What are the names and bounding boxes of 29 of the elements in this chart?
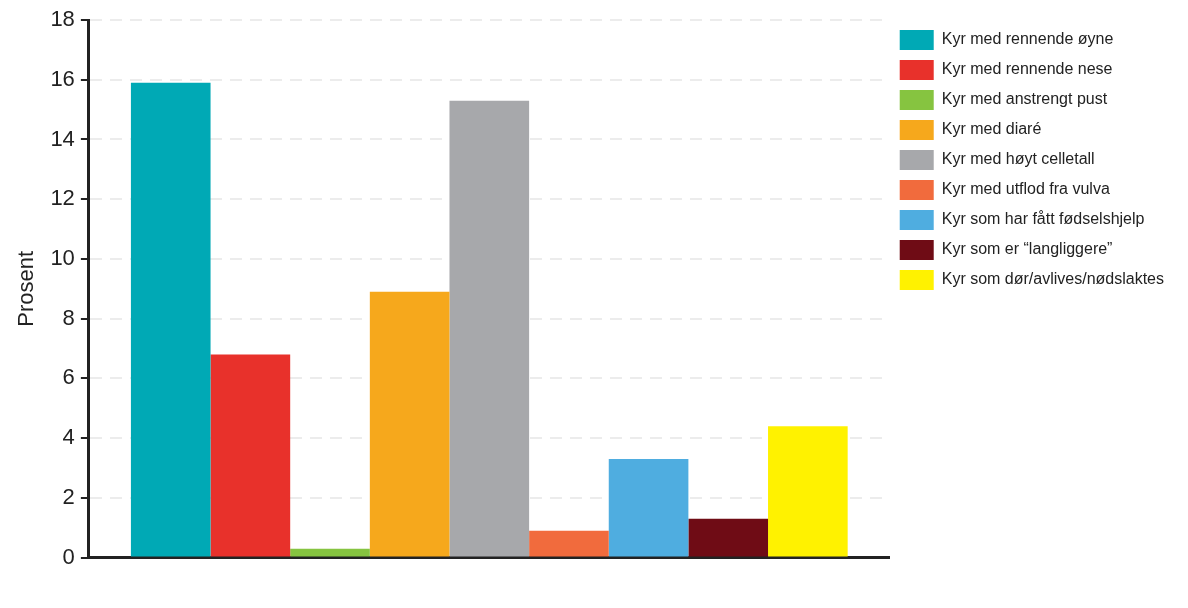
legend-label: Kyr med rennende øyne (941, 30, 1114, 48)
y-tick-label: 4 (62, 424, 75, 450)
y-tick-label: 12 (50, 185, 75, 211)
y-tick-label: 8 (62, 304, 75, 330)
y-tick-label: 16 (50, 65, 75, 91)
y-tick-label: 0 (62, 543, 75, 569)
y-tick-label: 14 (50, 125, 75, 151)
bar (210, 354, 291, 557)
bar (290, 548, 370, 557)
legend-label: Kyr som har fått fødselshjelp (941, 210, 1145, 228)
y-axis-title: Prosent (13, 250, 39, 327)
legend-label: Kyr med rennende nese (941, 60, 1113, 78)
bar (529, 530, 609, 557)
bar (369, 291, 450, 557)
y-tick-label: 10 (50, 245, 75, 270)
legend-label: Kyr med høyt celletall (941, 150, 1095, 168)
legend-label: Kyr med anstrengt pust (941, 90, 1108, 108)
bar (608, 459, 689, 557)
bar (130, 82, 211, 557)
legend-label: Kyr som er “langliggere” (941, 240, 1113, 258)
bar (688, 518, 769, 557)
y-tick-label: 18 (50, 6, 75, 32)
bar (449, 100, 530, 557)
y-tick-label: 2 (62, 483, 75, 509)
y-tick-label: 6 (62, 364, 75, 390)
legend-label: Kyr som dør/avlives/nødslaktes (941, 270, 1164, 288)
legend-label: Kyr med diaré (941, 120, 1042, 138)
bar (768, 426, 848, 557)
legend-label: Kyr med utflod fra vulva (941, 180, 1110, 198)
